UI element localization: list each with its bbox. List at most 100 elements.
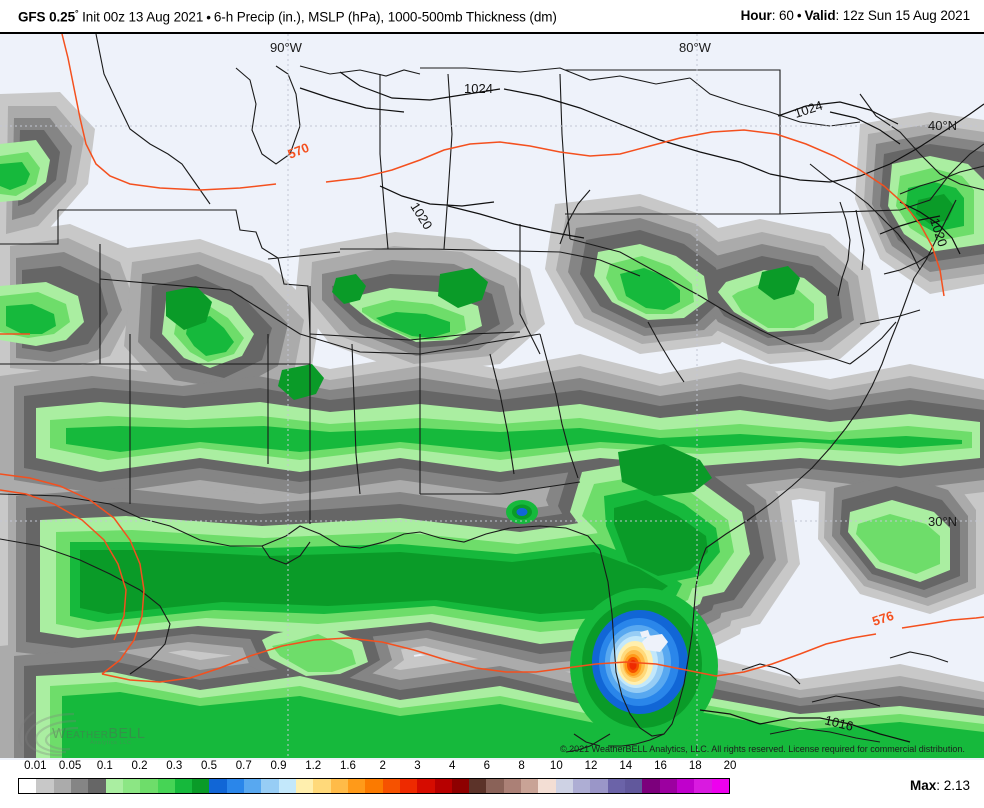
model-name: GFS 0.25	[18, 9, 75, 25]
thickness-contours	[0, 34, 984, 683]
colorbar-swatch	[157, 779, 175, 793]
init-time: Init 00z 13 Aug 2021	[82, 9, 204, 25]
colorbar-swatch	[105, 779, 123, 793]
colorbar-zone: 0.01 0.05 0.1 0.2 0.3 0.5 0.7 0.9 1.2 1.6 2 3 4 6 8 10 1…	[0, 760, 984, 808]
colorbar-swatch	[555, 779, 573, 793]
precip-shading-layer	[0, 92, 984, 758]
valid-label: Valid	[804, 8, 836, 23]
colorbar-swatch	[261, 779, 279, 793]
colorbar-swatch	[417, 779, 435, 793]
colorbar-swatch	[140, 779, 158, 793]
field-list: 6-h Precip (in.), MSLP (hPa), 1000-500mb…	[213, 9, 557, 25]
max-label: Max	[909, 778, 937, 793]
colorbar-tick-labels: 0.01 0.05 0.1 0.2 0.3 0.5 0.7 0.9 1.2 1.6 2 3 4 6 8 10 1…	[0, 760, 984, 776]
colorbar-tick-label: 0.5	[201, 760, 218, 772]
max-value: : 2.13	[936, 778, 970, 793]
colorbar-swatch	[244, 779, 262, 793]
colorbar-swatch	[88, 779, 106, 793]
watermark-w: W	[52, 726, 67, 742]
colorbar-tick-label: 4	[448, 760, 456, 772]
graticule-label-30n: 30°N	[928, 514, 957, 529]
precip-pocket-panhandle	[506, 500, 538, 524]
isobar-label-1024-a: 1024	[464, 81, 493, 96]
colorbar-gradient[interactable]	[18, 778, 730, 794]
colorbar-tick-label: 8	[518, 760, 525, 772]
precip-maximum-florida	[570, 588, 718, 744]
colorbar-swatch	[70, 779, 89, 793]
colorbar-swatch	[607, 779, 625, 793]
graticule-label-40n: 40°N	[928, 118, 957, 133]
colorbar-swatch	[538, 779, 556, 793]
header-bar: GFS 0.25° Init 00z 13 Aug 2021 • 6-h Preci…	[0, 0, 984, 32]
colorbar-tick-label: 1.6	[339, 760, 356, 772]
colorbar-swatch	[330, 779, 348, 793]
colorbar-swatch	[676, 779, 695, 793]
colorbar-swatch	[694, 779, 712, 793]
colorbar-swatch	[226, 779, 245, 793]
colorbar-tick-label: 0.3	[166, 760, 183, 772]
colorbar-swatch	[278, 779, 296, 793]
isobar-label-1016: 1016	[823, 712, 855, 734]
colorbar-swatch	[313, 779, 331, 793]
mslp-isobars	[299, 71, 984, 743]
hour-value: : 60	[771, 8, 794, 23]
colorbar-swatch	[503, 779, 522, 793]
watermark-brand-text: WEATHERBELL	[52, 726, 145, 742]
colorbar-swatch	[469, 779, 487, 793]
colorbar-tick-label: 6	[483, 760, 491, 772]
colorbar-tick-label: 0.2	[131, 760, 148, 772]
thickness-label-576: 576	[870, 608, 895, 629]
colorbar-swatch	[382, 779, 400, 793]
max-value-readout: Max: 2.13	[910, 778, 970, 793]
watermark-subtitle: Analytics LLC	[90, 740, 132, 746]
colorbar-tick-label: 12	[584, 760, 598, 772]
weatherbell-watermark: WEATHERBELL Analytics LLC	[14, 708, 164, 760]
colorbar-tick-label: 3	[414, 760, 421, 772]
colorbar-tick-label: 18	[688, 760, 702, 772]
colorbar-tick-label: 10	[549, 760, 563, 772]
colorbar-swatch	[659, 779, 677, 793]
map-canvas[interactable]: 90°W 80°W 40°N 30°N 1024 1024 1020 1020 …	[0, 32, 984, 762]
colorbar-swatch	[296, 779, 314, 793]
colorbar-tick-label: 0.01	[24, 760, 47, 772]
colorbar-swatch	[434, 779, 452, 793]
colorbar-swatch	[486, 779, 504, 793]
watermark-bell: BELL	[108, 726, 146, 742]
watermark-swirl-icon	[18, 711, 79, 757]
colorbar-tick-label: 16	[654, 760, 667, 772]
colorbar-swatch	[365, 779, 383, 793]
colorbar-tick-label: 20	[723, 760, 737, 772]
graticule-label-90w: 90°W	[270, 40, 303, 55]
colorbar-tick-label: 0.9	[270, 760, 287, 772]
colorbar-swatch	[192, 779, 210, 793]
colorbar-swatch	[642, 779, 660, 793]
watermark-eather: EATHER	[66, 730, 109, 741]
geography-layer	[0, 34, 984, 753]
colorbar-swatch	[399, 779, 418, 793]
hour-label: Hour	[740, 8, 772, 23]
valid-value: : 12z Sun 15 Aug 2021	[835, 8, 970, 23]
colorbar-swatch	[590, 779, 608, 793]
forecast-meta: Hour: 60 • Valid: 12z Sun 15 Aug 2021	[740, 8, 971, 23]
colorbar-swatch	[711, 779, 729, 793]
colorbar-swatch	[347, 779, 366, 793]
colorbar-swatch	[573, 779, 591, 793]
title-bullet-2: •	[796, 8, 802, 23]
colorbar-tick-label: 0.05	[58, 760, 82, 772]
colorbar-swatch	[624, 779, 643, 793]
degree-symbol: °	[74, 8, 79, 18]
map-svg: 90°W 80°W 40°N 30°N 1024 1024 1020 1020 …	[0, 34, 984, 758]
colorbar-swatch	[53, 779, 71, 793]
colorbar-tick-label: 14	[619, 760, 633, 772]
colorbar-swatch	[521, 779, 539, 793]
colorbar-tick-label: 2	[379, 760, 386, 772]
colorbar-swatch	[36, 779, 54, 793]
colorbar-tick-label: 0.1	[96, 760, 113, 772]
colorbar-tick-label: 0.7	[235, 760, 252, 772]
page-title: GFS 0.25° Init 00z 13 Aug 2021 • 6-h Preci…	[18, 8, 557, 25]
graticule-lines	[0, 34, 984, 758]
colorbar-swatch	[122, 779, 141, 793]
copyright-notice: © 2021 WeatherBELL Analytics, LLC. All r…	[560, 744, 965, 754]
title-bullet-1: •	[206, 9, 211, 25]
